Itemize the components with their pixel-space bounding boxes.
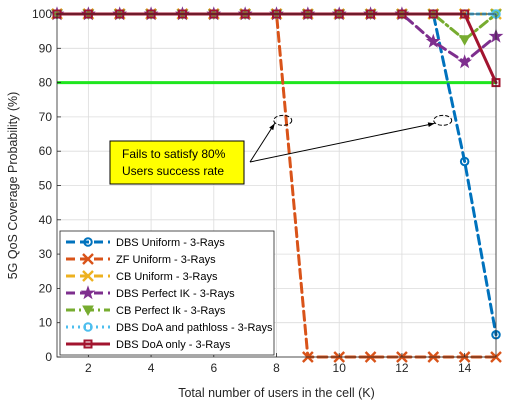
annotation-ellipse <box>433 114 453 126</box>
x-tick-label: 6 <box>210 361 217 375</box>
axis-ticks: 2 4 6 8 10 12 14 0 10 20 30 40 50 60 70 80 90 100 <box>32 7 472 375</box>
legend-entry: DBS DoA only - 3-Rays <box>116 339 231 351</box>
data-point <box>83 237 93 247</box>
data-point <box>457 54 473 69</box>
data-point <box>80 285 96 300</box>
x-tick-label: 4 <box>148 361 155 375</box>
y-tick-label: 90 <box>39 41 53 55</box>
data-point <box>82 270 94 282</box>
data-point <box>82 253 94 265</box>
legend-entry: CB Perfect Ik - 3-Rays <box>116 305 226 317</box>
y-tick-label: 60 <box>39 144 53 158</box>
legend-entry: DBS Uniform - 3-Rays <box>116 237 225 249</box>
annotation-arrowhead <box>269 123 275 131</box>
data-point <box>425 33 441 48</box>
legend: DBS Uniform - 3-Rays ZF Uniform - 3-Rays C… <box>59 230 275 356</box>
annotation-arrow <box>249 122 435 163</box>
x-tick-label: 2 <box>85 361 92 375</box>
legend-entry: DBS Perfect IK - 3-Rays <box>116 288 235 300</box>
y-tick-label: 30 <box>39 247 53 261</box>
y-tick-label: 50 <box>39 179 53 193</box>
annotation-arrow <box>249 123 276 163</box>
y-tick-label: 80 <box>39 76 53 90</box>
data-point <box>458 35 471 46</box>
annotation-ellipse <box>273 114 293 126</box>
y-tick-label: 20 <box>39 281 53 295</box>
data-point <box>83 339 93 349</box>
data-point <box>459 156 470 167</box>
x-tick-label: 10 <box>333 361 347 375</box>
y-tick-label: 0 <box>45 350 52 364</box>
x-tick-label: 12 <box>395 361 409 375</box>
annotation-text: Fails to satisfy 80% <box>122 147 226 161</box>
annotation-arrowhead <box>427 122 435 128</box>
legend-entry: DBS DoA and pathloss - 3-Rays <box>116 322 273 334</box>
y-tick-label: 40 <box>39 213 53 227</box>
y-tick-label: 70 <box>39 110 53 124</box>
data-point <box>83 322 93 332</box>
x-tick-label: 14 <box>458 361 472 375</box>
annotation-text: Users success rate <box>122 164 224 178</box>
y-tick-label: 100 <box>32 7 52 21</box>
legend-entry: ZF Uniform - 3-Rays <box>116 254 216 266</box>
annotation-box <box>109 140 245 185</box>
data-point <box>82 305 94 317</box>
legend-entry: CB Uniform - 3-Rays <box>116 271 218 283</box>
annotation: Fails to satisfy 80% Users success rate <box>109 114 453 185</box>
x-tick-label: 8 <box>273 361 280 375</box>
y-tick-label: 10 <box>39 316 53 330</box>
x-axis-label: Total number of users in the cell (K) <box>178 386 375 400</box>
y-axis-label: 5G QoS Coverage Probability (%) <box>6 92 20 280</box>
